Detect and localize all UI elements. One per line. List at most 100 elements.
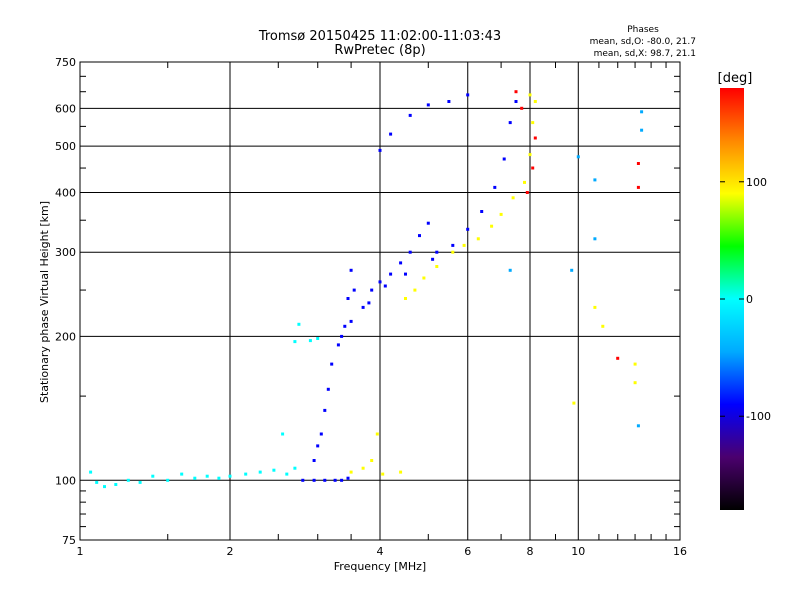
axes — [79, 61, 681, 541]
x-tick-label: 4 — [377, 545, 384, 558]
data-point — [502, 157, 506, 161]
x-axis-label: Frequency [MHz] — [334, 560, 426, 573]
chart-title: Tromsø 20150425 11:02:00-11:03:43 — [258, 29, 501, 44]
data-point — [533, 136, 537, 140]
data-point — [297, 322, 301, 326]
data-point — [281, 432, 285, 436]
colorbar-tick-label: -100 — [746, 410, 771, 423]
data-point — [531, 166, 535, 170]
data-point — [95, 480, 99, 484]
data-point — [451, 250, 455, 254]
x-tick-label: 2 — [227, 545, 234, 558]
data-point — [361, 305, 365, 309]
data-point — [525, 191, 529, 194]
y-axis-label: Stationary phase Virtual Height [km] — [38, 201, 51, 403]
colorbar-ticks: 100 0 -100 — [720, 176, 771, 423]
y-tick-label: 75 — [62, 534, 76, 547]
data-point — [244, 472, 248, 476]
data-point — [447, 100, 451, 103]
data-point — [466, 93, 470, 97]
grid-lines — [80, 62, 680, 540]
data-point — [533, 100, 537, 103]
data-point — [466, 227, 470, 231]
y-tick-label: 300 — [55, 246, 76, 259]
data-point — [126, 478, 130, 482]
phases-o-line: mean, sd,O: -80.0, 21.7 — [590, 37, 696, 47]
data-point — [389, 132, 393, 136]
data-point — [462, 243, 466, 247]
data-point — [205, 474, 209, 478]
data-point — [490, 224, 494, 228]
data-point — [413, 288, 417, 292]
data-point — [308, 339, 312, 343]
data-point — [404, 297, 407, 300]
data-point — [103, 485, 106, 489]
y-tick-labels: 75 100 200 300 400 500 600 750 — [55, 56, 76, 547]
data-point — [422, 276, 426, 280]
data-point — [378, 280, 382, 284]
data-point — [272, 468, 276, 472]
data-point — [508, 121, 512, 125]
x-tick-label: 8 — [527, 545, 534, 558]
data-point — [316, 337, 320, 340]
data-point — [576, 155, 580, 159]
data-point — [340, 334, 344, 338]
data-point — [352, 288, 356, 292]
data-point — [370, 459, 374, 462]
data-point — [480, 210, 484, 213]
data-point — [431, 257, 435, 261]
y-tick-label: 400 — [55, 186, 76, 199]
data-point — [361, 466, 365, 470]
data-point — [340, 478, 344, 482]
data-point — [89, 470, 93, 474]
data-point — [383, 284, 387, 288]
data-point — [408, 250, 412, 254]
data-point — [316, 444, 320, 448]
data-point — [640, 110, 644, 114]
data-point — [193, 476, 197, 480]
colorbar-tick-label: 0 — [746, 293, 753, 306]
data-point — [640, 128, 644, 132]
data-point — [426, 103, 430, 107]
x-tick-labels: 1 2 4 6 8 10 16 — [77, 545, 688, 558]
data-point — [370, 288, 374, 292]
data-point — [381, 472, 385, 476]
data-point — [367, 301, 371, 305]
data-point — [333, 478, 337, 482]
data-point — [418, 234, 421, 238]
data-point — [476, 237, 480, 241]
data-point — [258, 470, 262, 474]
data-point — [593, 178, 597, 182]
data-point — [180, 472, 184, 476]
data-point — [520, 106, 524, 110]
plot-frame — [79, 61, 681, 541]
phases-title: Phases — [627, 25, 659, 35]
data-point — [217, 476, 221, 480]
y-tick-label: 200 — [55, 330, 76, 343]
data-point — [319, 432, 323, 436]
data-point — [301, 478, 305, 482]
data-point — [508, 268, 512, 272]
data-point — [293, 466, 297, 470]
data-point — [346, 297, 350, 300]
data-point — [435, 250, 439, 254]
data-point — [451, 243, 455, 247]
data-point — [572, 401, 576, 405]
data-point — [593, 237, 597, 241]
data-point — [435, 265, 439, 268]
data-point — [616, 356, 620, 360]
data-point — [228, 474, 232, 478]
data-points — [89, 90, 644, 489]
data-point — [399, 261, 403, 265]
data-point — [426, 221, 430, 225]
x-tick-label: 10 — [571, 545, 585, 558]
data-point — [514, 90, 518, 94]
data-point — [601, 324, 605, 328]
data-point — [336, 343, 340, 347]
y-tick-label: 750 — [55, 56, 76, 69]
data-point — [511, 196, 515, 200]
x-tick-label: 1 — [77, 545, 84, 558]
data-point — [349, 268, 353, 272]
data-point — [375, 432, 379, 436]
data-point — [389, 272, 393, 276]
